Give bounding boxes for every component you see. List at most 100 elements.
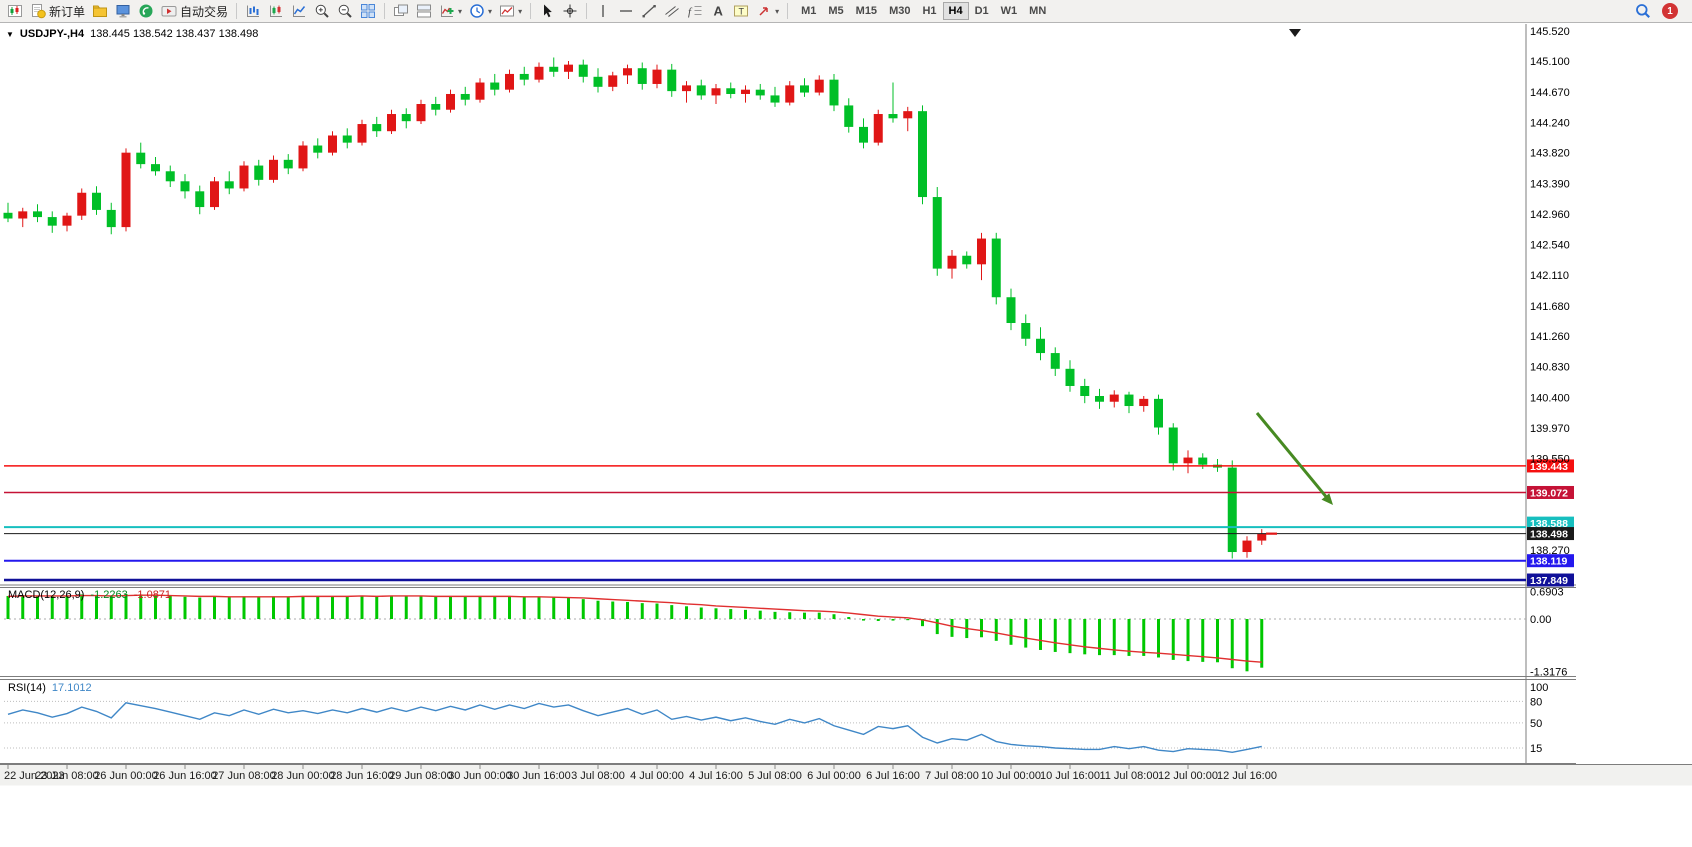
candle-body — [991, 238, 1001, 298]
timeframe-w1-button[interactable]: W1 — [1000, 5, 1018, 17]
timeframe-mn-button[interactable]: MN — [1029, 5, 1047, 17]
text-button[interactable]: A — [707, 1, 729, 21]
price-label-text: 139.443 — [1530, 461, 1568, 473]
timeframe-h1-button[interactable]: H1 — [922, 5, 937, 17]
chart-bars-button[interactable] — [242, 1, 264, 21]
price-tick: 143.820 — [1530, 148, 1570, 160]
rsi-label: RSI(14) — [8, 682, 46, 694]
fibonacci-icon: f — [687, 3, 703, 19]
toolbar-separator — [384, 3, 386, 19]
signals-button[interactable] — [135, 1, 157, 21]
candle-body — [416, 104, 426, 122]
experts-icon — [92, 3, 108, 19]
macd-panel: 0.6903 0.00 -1.3176 — [4, 587, 1567, 678]
equidistant-channel-button[interactable] — [661, 1, 683, 21]
svg-text:A: A — [714, 4, 724, 19]
timeframe-m30-button[interactable]: M30 — [889, 5, 911, 17]
candle-body — [903, 111, 913, 119]
zoom-out-button[interactable] — [334, 1, 356, 21]
candle-body — [1227, 467, 1237, 553]
chart-candles-icon — [268, 3, 284, 19]
time-label: 6 Jul 16:00 — [866, 770, 920, 782]
chart-background[interactable] — [0, 24, 1692, 847]
time-label: 12 Jul 00:00 — [1158, 770, 1218, 782]
time-label: 30 Jun 16:00 — [507, 770, 571, 782]
candle-body — [829, 79, 839, 106]
signals-icon — [138, 3, 154, 19]
candle-body — [1183, 457, 1193, 464]
time-label: 7 Jul 08:00 — [925, 770, 979, 782]
chart-line-button[interactable] — [288, 1, 310, 21]
candle-body — [918, 111, 927, 198]
crosshair-button[interactable] — [559, 1, 581, 21]
timeframe-h4-button[interactable]: H4 — [942, 2, 969, 20]
market-watch-button[interactable] — [112, 1, 134, 21]
vertical-line-button[interactable] — [592, 1, 614, 21]
cursor-button[interactable] — [536, 1, 558, 21]
timeframe-m1-button[interactable]: M1 — [801, 5, 817, 17]
new-chart-button[interactable] — [4, 1, 26, 21]
indicators-button[interactable]: ▾ — [436, 1, 465, 21]
rsi-value: 17.1012 — [51, 682, 92, 694]
crosshair-icon — [562, 3, 578, 19]
toolbar-right-group: 1 — [1632, 1, 1688, 21]
rsi-scale-tick: 15 — [1530, 743, 1542, 755]
time-label: 27 Jun 08:00 — [212, 770, 276, 782]
time-label: 6 Jul 00:00 — [807, 770, 861, 782]
periods-button[interactable]: ▾ — [466, 1, 495, 21]
chart-candles-button[interactable] — [265, 1, 287, 21]
cascade-windows-button[interactable] — [413, 1, 435, 21]
candle-body — [814, 79, 824, 93]
price-tick: 144.670 — [1530, 87, 1570, 99]
time-label: 12 Jul 16:00 — [1217, 770, 1277, 782]
rsi-scale-tick: 100 — [1530, 682, 1548, 694]
timeframe-m15-button[interactable]: M15 — [855, 5, 878, 17]
scroll-marker-icon[interactable] — [1289, 29, 1301, 37]
candle-body — [475, 82, 485, 100]
price-label-box — [1527, 554, 1574, 568]
fibonacci-button[interactable]: f — [684, 1, 706, 21]
templates-button[interactable]: ▾ — [496, 1, 525, 21]
zoom-in-button[interactable] — [311, 1, 333, 21]
candle-body — [372, 124, 382, 132]
candle-body — [165, 171, 175, 182]
candle-body — [1080, 385, 1090, 397]
price-tick: 139.550 — [1530, 453, 1570, 465]
experts-button[interactable] — [89, 1, 111, 21]
candle-body — [755, 89, 765, 96]
autotrading-button[interactable]: 自动交易 — [158, 1, 231, 21]
svg-text:T: T — [739, 7, 745, 17]
indicators-icon — [439, 3, 455, 19]
price-tick: 142.110 — [1530, 270, 1569, 282]
macd-scale-tick: 0.6903 — [1530, 587, 1564, 599]
text-label-button[interactable]: T — [730, 1, 752, 21]
timeframe-d1-button[interactable]: D1 — [974, 5, 989, 17]
macd-label: MACD(12,26,9) — [8, 589, 85, 601]
candle-body — [1036, 338, 1045, 354]
zoom-out-icon — [337, 3, 353, 19]
notification-badge[interactable]: 1 — [1662, 3, 1678, 19]
time-label: 5 Jul 08:00 — [748, 770, 802, 782]
arrows-button[interactable]: ▾ — [753, 1, 782, 21]
arrange-windows-button[interactable] — [390, 1, 412, 21]
time-scale-strip[interactable] — [0, 764, 1692, 786]
timeframe-m5-button[interactable]: M5 — [828, 5, 844, 17]
search-button[interactable] — [1632, 1, 1654, 21]
candle-body — [564, 64, 573, 72]
new-order-button[interactable]: 新订单 — [27, 1, 88, 21]
trend-arrow[interactable] — [1255, 412, 1333, 505]
horizontal-line-button[interactable] — [615, 1, 637, 21]
candle-body — [623, 68, 632, 76]
collapse-chart-icon[interactable]: ▼ — [6, 30, 14, 39]
trendline-button[interactable] — [638, 1, 660, 21]
candle-body — [328, 135, 337, 153]
price-scale[interactable]: 145.520 145.100 144.670 144.240 143.820 143.3… — [1530, 26, 1570, 465]
tile-windows-button[interactable] — [357, 1, 379, 21]
candle-body — [800, 85, 809, 93]
toolbar-separator — [236, 3, 238, 19]
text-icon: A — [710, 3, 726, 19]
candle-body — [357, 124, 367, 143]
arrows-icon — [756, 3, 772, 19]
